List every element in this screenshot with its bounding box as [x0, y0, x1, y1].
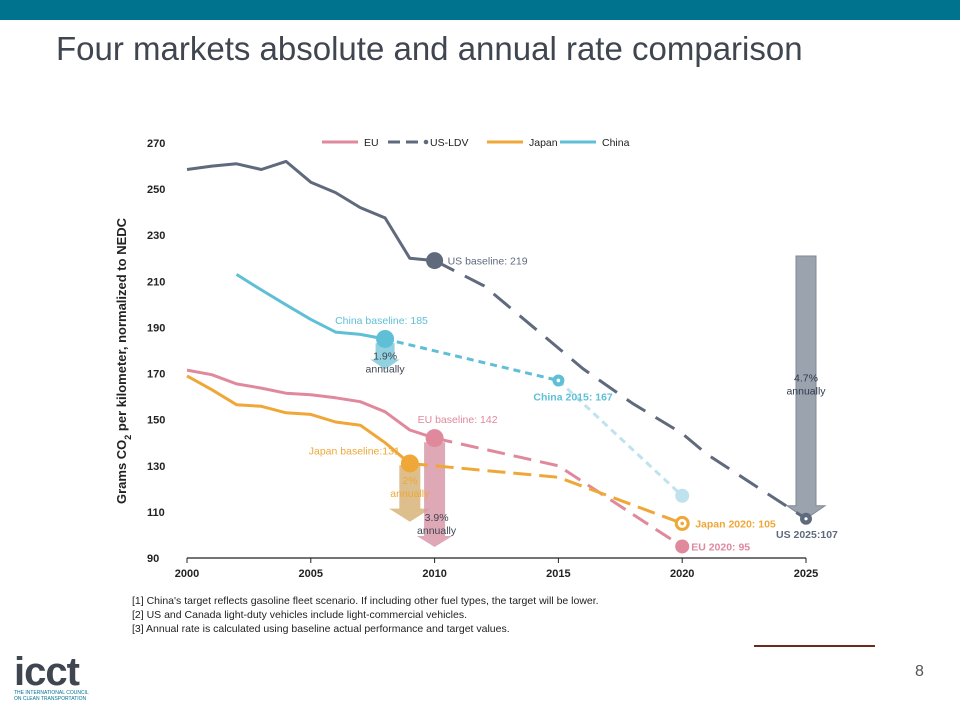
y-tick-label-250: 250 [147, 184, 165, 196]
x-tick-label-2010: 2010 [422, 568, 446, 580]
japan-rate-label-1: 2% [402, 475, 417, 487]
us-ldv-actual-line [186, 159, 435, 263]
eu-actual-line [186, 368, 436, 440]
legend-label-eu: EU [364, 137, 379, 149]
us-rate-label-2: annually [786, 386, 826, 398]
logo-wordmark: icct [14, 650, 80, 694]
china-target-line-extended [557, 379, 684, 497]
y-tick-label-110: 110 [147, 507, 165, 519]
us-baseline-label: US baseline: 219 [448, 256, 528, 268]
eu-2020-point [675, 539, 690, 554]
us-rate-label-1: 4.7% [794, 373, 818, 385]
logo-tagline-1: THE INTERNATIONAL COUNCIL [14, 690, 89, 696]
y-axis-label-part-1: Grams CO [114, 440, 129, 504]
japan-rate-label-2: annually [390, 488, 430, 500]
y-axis-label: Grams CO2 per kilometer, normalized to N… [114, 217, 133, 504]
eu-rate-label-2: annually [417, 525, 457, 537]
icct-logo: icct THE INTERNATIONAL COUNCIL ON CLEAN … [14, 650, 104, 710]
japan-2020-label: Japan 2020: 105 [695, 518, 776, 530]
footnotes: [1] China's target reflects gasoline fle… [132, 594, 599, 636]
eu-baseline-point [425, 429, 444, 448]
eu-rate-label-1: 3.9% [425, 512, 449, 524]
china-rate-arrow [370, 343, 400, 370]
y-tick-label-210: 210 [147, 276, 165, 288]
footnote-3: [3] Annual rate is calculated using base… [132, 623, 510, 635]
slide-title: Four markets absolute and annual rate co… [56, 30, 803, 67]
japan-actual-line [186, 374, 411, 465]
china-rate-label-1: 1.9% [373, 351, 397, 363]
y-tick-label-130: 130 [147, 461, 165, 473]
eu-target-line [434, 436, 684, 548]
y-axis-label-subscript: 2 [123, 435, 133, 440]
china-rate-label-2: annually [366, 364, 406, 376]
legend-label-china: China [602, 137, 630, 149]
legend-marker-us-ldv [423, 139, 429, 145]
top-banner [0, 0, 960, 20]
japan-rate-arrow [389, 465, 431, 522]
footnote-2: [2] US and Canada light-duty vehicles in… [132, 609, 467, 621]
us-2025-point-center [804, 517, 808, 521]
us-ldv-target-line [433, 259, 807, 521]
china-baseline-point [376, 329, 395, 348]
eu-2020-label: EU 2020: 95 [691, 541, 750, 553]
y-axis-label-part-2: per kilometer, normalized to NEDC [114, 217, 129, 434]
page-number: 8 [915, 663, 924, 680]
china-2020-point [675, 488, 690, 503]
y-tick-label-150: 150 [147, 415, 165, 427]
x-tick-label-2025: 2025 [794, 568, 818, 580]
y-tick-label-90: 90 [147, 553, 159, 565]
china-actual-line [235, 273, 386, 341]
china-2015-label: China 2015: 167 [533, 391, 613, 403]
y-tick-label-170: 170 [147, 369, 165, 381]
us-baseline-point [426, 252, 444, 270]
us-2025-label: US 2025:107 [776, 529, 838, 541]
eu-rate-arrow [416, 442, 453, 548]
decorative-line [754, 645, 875, 647]
legend-label-us-ldv: US-LDV [430, 137, 469, 149]
japan-baseline-label: Japan baseline:131 [309, 445, 400, 457]
japan-2020-point-center [680, 521, 684, 526]
x-tick-label-2020: 2020 [670, 568, 694, 580]
x-tick-label-2005: 2005 [299, 568, 323, 580]
china-baseline-label: China baseline: 185 [335, 315, 428, 327]
y-tick-label-190: 190 [147, 322, 165, 334]
eu-baseline-label: EU baseline: 142 [418, 414, 498, 426]
y-tick-label-270: 270 [147, 138, 165, 150]
japan-baseline-point [400, 454, 419, 473]
footnote-1: [1] China's target reflects gasoline fle… [132, 595, 599, 607]
y-tick-label-230: 230 [147, 230, 165, 242]
logo-tagline-2: ON CLEAN TRANSPORTATION [14, 696, 87, 702]
x-tick-label-2015: 2015 [546, 568, 570, 580]
china-target-line [384, 337, 559, 382]
x-tick-label-2000: 2000 [175, 568, 199, 580]
legend-label-japan: Japan [529, 137, 558, 149]
japan-target-line [409, 462, 683, 525]
us-rate-arrow [785, 255, 827, 520]
china-2015-point-center [556, 378, 561, 383]
